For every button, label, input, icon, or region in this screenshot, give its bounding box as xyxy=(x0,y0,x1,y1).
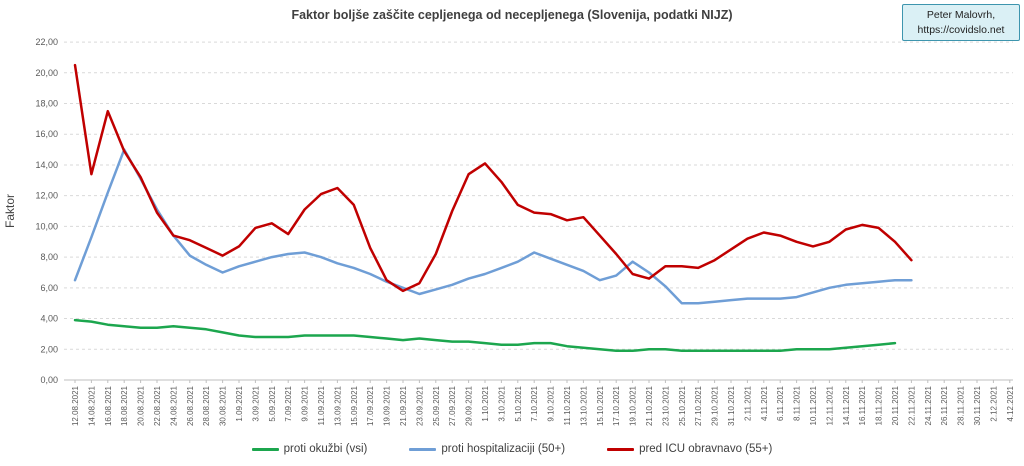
svg-text:28.11.2021: 28.11.2021 xyxy=(957,385,966,425)
svg-text:2.11.2021: 2.11.2021 xyxy=(743,385,752,421)
svg-text:16.11.2021: 16.11.2021 xyxy=(858,385,867,425)
svg-text:29.09.2021: 29.09.2021 xyxy=(465,385,474,426)
attribution-url: https://covidslo.net xyxy=(917,23,1005,36)
legend-label: pred ICU obravnavo (55+) xyxy=(639,443,773,455)
svg-text:23.10.2021: 23.10.2021 xyxy=(661,385,670,426)
svg-text:3.10.2021: 3.10.2021 xyxy=(497,385,506,421)
svg-text:17.10.2021: 17.10.2021 xyxy=(612,385,621,426)
svg-text:15.09.2021: 15.09.2021 xyxy=(350,385,359,426)
svg-text:10,00: 10,00 xyxy=(35,221,58,231)
svg-text:26.08.2021: 26.08.2021 xyxy=(186,385,195,426)
svg-text:3.09.2021: 3.09.2021 xyxy=(251,385,260,421)
svg-text:20.08.2021: 20.08.2021 xyxy=(137,385,146,426)
svg-text:30.08.2021: 30.08.2021 xyxy=(219,385,228,426)
svg-text:14.08.2021: 14.08.2021 xyxy=(87,385,96,426)
svg-text:1.09.2021: 1.09.2021 xyxy=(235,385,244,421)
svg-text:28.08.2021: 28.08.2021 xyxy=(202,385,211,426)
svg-text:17.09.2021: 17.09.2021 xyxy=(366,385,375,426)
svg-text:7.10.2021: 7.10.2021 xyxy=(530,385,539,421)
svg-text:18.11.2021: 18.11.2021 xyxy=(875,385,884,425)
svg-text:11.10.2021: 11.10.2021 xyxy=(563,385,572,425)
svg-text:6.11.2021: 6.11.2021 xyxy=(776,385,785,421)
svg-text:20.11.2021: 20.11.2021 xyxy=(891,385,900,425)
svg-text:2,00: 2,00 xyxy=(40,344,58,354)
legend-line-swatch xyxy=(409,447,437,451)
svg-text:11.09.2021: 11.09.2021 xyxy=(317,385,326,425)
svg-text:27.10.2021: 27.10.2021 xyxy=(694,385,703,426)
svg-text:1.10.2021: 1.10.2021 xyxy=(481,385,490,421)
svg-text:14,00: 14,00 xyxy=(35,160,58,170)
svg-text:16,00: 16,00 xyxy=(35,129,58,139)
svg-text:16.08.2021: 16.08.2021 xyxy=(104,385,113,426)
svg-text:6,00: 6,00 xyxy=(40,283,58,293)
svg-text:8,00: 8,00 xyxy=(40,252,58,262)
svg-text:5.10.2021: 5.10.2021 xyxy=(514,385,523,421)
svg-text:5.09.2021: 5.09.2021 xyxy=(268,385,277,421)
svg-text:25.10.2021: 25.10.2021 xyxy=(678,385,687,426)
svg-text:13.09.2021: 13.09.2021 xyxy=(333,385,342,426)
svg-text:23.09.2021: 23.09.2021 xyxy=(415,385,424,426)
svg-text:18,00: 18,00 xyxy=(35,99,58,109)
legend-label: proti hospitalizaciji (50+) xyxy=(441,443,566,455)
svg-text:0,00: 0,00 xyxy=(40,375,58,385)
svg-text:22.08.2021: 22.08.2021 xyxy=(153,385,162,426)
svg-text:12.08.2021: 12.08.2021 xyxy=(71,385,80,426)
chart-title: Faktor boljše zaščite cepljenega od nece… xyxy=(291,8,733,22)
svg-text:26.11.2021: 26.11.2021 xyxy=(940,385,949,425)
svg-text:4.12.2021: 4.12.2021 xyxy=(1006,385,1015,421)
svg-text:10.11.2021: 10.11.2021 xyxy=(809,385,818,425)
svg-text:13.10.2021: 13.10.2021 xyxy=(579,385,588,426)
svg-text:25.09.2021: 25.09.2021 xyxy=(432,385,441,426)
svg-text:29.10.2021: 29.10.2021 xyxy=(711,385,720,426)
svg-text:21.09.2021: 21.09.2021 xyxy=(399,385,408,426)
legend-line-swatch xyxy=(251,447,279,451)
svg-text:9.09.2021: 9.09.2021 xyxy=(301,385,310,421)
legend-line-swatch xyxy=(607,447,635,451)
svg-text:19.10.2021: 19.10.2021 xyxy=(629,385,638,426)
svg-text:15.10.2021: 15.10.2021 xyxy=(596,385,605,426)
svg-text:19.09.2021: 19.09.2021 xyxy=(383,385,392,426)
svg-text:22.11.2021: 22.11.2021 xyxy=(907,385,916,425)
svg-text:18.08.2021: 18.08.2021 xyxy=(120,385,129,426)
legend-item-2: pred ICU obravnavo (55+) xyxy=(607,443,772,455)
svg-text:21.10.2021: 21.10.2021 xyxy=(645,385,654,426)
svg-text:24.08.2021: 24.08.2021 xyxy=(169,385,178,426)
svg-text:4.11.2021: 4.11.2021 xyxy=(760,385,769,421)
svg-text:14.11.2021: 14.11.2021 xyxy=(842,385,851,425)
svg-text:7.09.2021: 7.09.2021 xyxy=(284,385,293,421)
svg-text:9.10.2021: 9.10.2021 xyxy=(547,385,556,421)
chart-legend: proti okužbi (vsi) proti hospitalizaciji … xyxy=(0,443,1024,455)
svg-text:2.12.2021: 2.12.2021 xyxy=(989,385,998,421)
svg-text:12.11.2021: 12.11.2021 xyxy=(825,385,834,425)
plot-area: 0,00 2,00 4,00 6,00 8,00 10,00 12,00 14,00 16,00… xyxy=(35,37,1015,426)
svg-text:30.11.2021: 30.11.2021 xyxy=(973,385,982,425)
legend-item-1: proti hospitalizaciji (50+) xyxy=(409,443,565,455)
legend-item-0: proti okužbi (vsi) xyxy=(251,443,368,455)
svg-text:24.11.2021: 24.11.2021 xyxy=(924,385,933,425)
svg-text:27.09.2021: 27.09.2021 xyxy=(448,385,457,426)
svg-text:12,00: 12,00 xyxy=(35,191,58,201)
svg-text:31.10.2021: 31.10.2021 xyxy=(727,385,736,426)
svg-text:8.11.2021: 8.11.2021 xyxy=(793,385,802,421)
svg-text:22,00: 22,00 xyxy=(35,37,58,47)
svg-text:4,00: 4,00 xyxy=(40,314,58,324)
legend-label: proti okužbi (vsi) xyxy=(283,443,368,455)
svg-text:20,00: 20,00 xyxy=(35,68,58,78)
attribution-author: Peter Malovrh, xyxy=(926,9,996,21)
attribution-box: Peter Malovrh, https://covidslo.net xyxy=(902,4,1020,42)
